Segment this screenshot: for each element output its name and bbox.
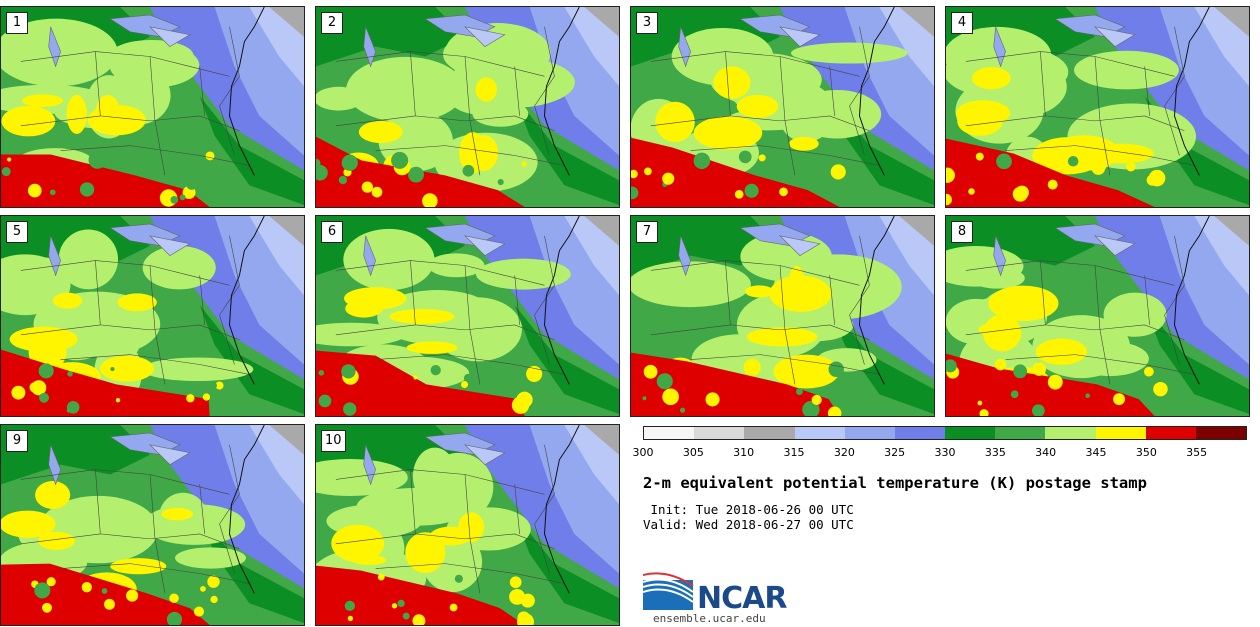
colorbar-segment <box>694 427 745 439</box>
colorbar-tick-label: 325 <box>884 446 906 459</box>
colorbar-tick-label: 330 <box>934 446 956 459</box>
member-panel-7: 7 <box>630 215 935 417</box>
theta-e-map <box>316 425 619 625</box>
colorbar-segment <box>844 427 895 439</box>
member-number-label: 9 <box>6 430 28 452</box>
member-panel-2: 2 <box>315 6 620 208</box>
colorbar-tick-label: 340 <box>1035 446 1057 459</box>
colorbar-ticks: 300 305 310 315 320 325 330 335 340 345 350 355 <box>633 446 1247 460</box>
member-panel-4: 4 <box>945 6 1250 208</box>
valid-time: Valid: Wed 2018-06-27 00 UTC <box>643 517 854 532</box>
ncar-logo-text: NCAR <box>697 581 787 616</box>
member-panel-6: 6 <box>315 215 620 417</box>
member-number-label: 4 <box>951 12 973 34</box>
member-panel-8: 8 <box>945 215 1250 417</box>
member-number-label: 1 <box>6 12 28 34</box>
colorbar-segment <box>744 427 795 439</box>
member-number-label: 8 <box>951 221 973 243</box>
figure-title: 2-m equivalent potential temperature (K)… <box>643 474 1147 492</box>
theta-e-map <box>316 216 619 416</box>
init-time: Init: Tue 2018-06-26 00 UTC <box>643 502 854 517</box>
colorbar-tick-label: 315 <box>783 446 805 459</box>
ensemble-url: ensemble.ucar.edu <box>653 612 766 625</box>
member-number-label: 2 <box>321 12 343 34</box>
colorbar-tick-label: 305 <box>682 446 704 459</box>
colorbar-tick-label: 320 <box>833 446 855 459</box>
colorbar-segment <box>945 427 996 439</box>
colorbar-segment <box>995 427 1046 439</box>
colorbar <box>643 426 1247 440</box>
member-panel-1: 1 <box>0 6 305 208</box>
colorbar-segment <box>1195 427 1247 439</box>
colorbar-segment <box>1045 427 1096 439</box>
theta-e-map <box>946 216 1249 416</box>
member-number-label: 7 <box>636 221 658 243</box>
colorbar-segment <box>794 427 845 439</box>
theta-e-map <box>1 7 304 207</box>
theta-e-map <box>1 425 304 625</box>
theta-e-map <box>946 7 1249 207</box>
member-panel-3: 3 <box>630 6 935 208</box>
member-panel-9: 9 <box>0 424 305 626</box>
member-number-label: 5 <box>6 221 28 243</box>
theta-e-map <box>316 7 619 207</box>
member-number-label: 10 <box>321 430 346 452</box>
colorbar-tick-label: 310 <box>733 446 755 459</box>
colorbar-tick-label: 335 <box>984 446 1006 459</box>
member-number-label: 6 <box>321 221 343 243</box>
colorbar-tick-label: 300 <box>632 446 654 459</box>
colorbar-tick-label: 355 <box>1186 446 1208 459</box>
member-panel-10: 10 <box>315 424 620 626</box>
colorbar-segment <box>894 427 946 439</box>
theta-e-map <box>1 216 304 416</box>
colorbar-tick-label: 350 <box>1135 446 1157 459</box>
theta-e-map <box>631 216 934 416</box>
theta-e-map <box>631 7 934 207</box>
member-panel-5: 5 <box>0 215 305 417</box>
member-number-label: 3 <box>636 12 658 34</box>
colorbar-tick-label: 345 <box>1085 446 1107 459</box>
colorbar-segment <box>1145 427 1196 439</box>
colorbar-segment <box>644 427 695 439</box>
colorbar-segment <box>1095 427 1146 439</box>
ncar-logo-icon <box>643 572 694 610</box>
